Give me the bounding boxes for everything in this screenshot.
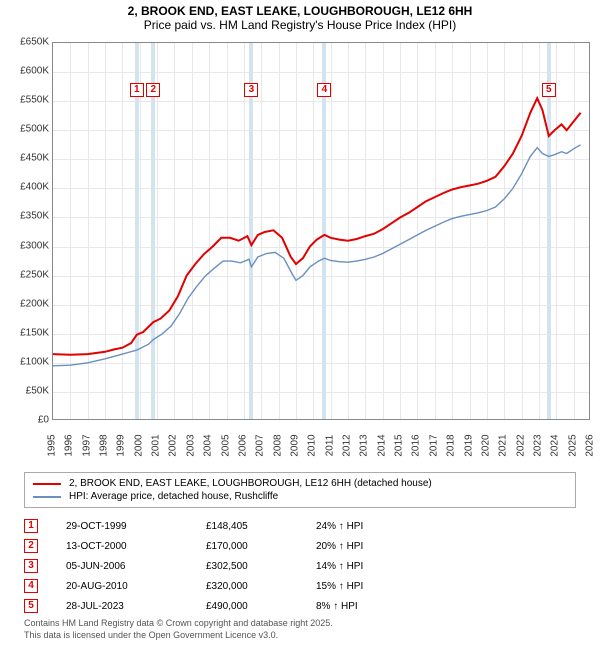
legend-item: HPI: Average price, detached house, Rush… xyxy=(33,490,567,503)
x-axis-label: 2021 xyxy=(498,434,509,456)
legend: 2, BROOK END, EAST LEAKE, LOUGHBOROUGH, … xyxy=(24,472,576,508)
x-axis-label: 2007 xyxy=(255,434,266,456)
sale-marker-1: 1 xyxy=(130,83,144,97)
x-axis-label: 1996 xyxy=(64,434,75,456)
legend-swatch xyxy=(33,496,61,498)
x-axis-label: 2002 xyxy=(168,434,179,456)
y-axis-label: £650K xyxy=(20,37,49,48)
series-property xyxy=(53,98,581,355)
x-axis-label: 2022 xyxy=(515,434,526,456)
chart-title-block: 2, BROOK END, EAST LEAKE, LOUGHBOROUGH, … xyxy=(0,0,600,34)
legend-label: HPI: Average price, detached house, Rush… xyxy=(69,491,278,502)
y-axis-label: £600K xyxy=(20,66,49,77)
sale-row-price: £490,000 xyxy=(206,601,316,612)
x-axis-label: 2012 xyxy=(342,434,353,456)
x-axis-label: 2010 xyxy=(307,434,318,456)
sale-row-diff: 15% ↑ HPI xyxy=(316,581,576,592)
sale-row-price: £320,000 xyxy=(206,581,316,592)
sale-marker-4: 4 xyxy=(317,83,331,97)
x-axis-label: 2025 xyxy=(567,434,578,456)
sale-row-marker: 5 xyxy=(24,599,38,613)
x-axis-label: 2024 xyxy=(550,434,561,456)
sale-row-marker: 2 xyxy=(24,539,38,553)
x-axis-label: 2013 xyxy=(359,434,370,456)
x-axis-label: 2000 xyxy=(133,434,144,456)
sale-row-diff: 20% ↑ HPI xyxy=(316,541,576,552)
footer-attribution: Contains HM Land Registry data © Crown c… xyxy=(24,618,576,641)
line-chart: 12 3 4 5 xyxy=(52,42,590,420)
y-axis-label: £300K xyxy=(20,240,49,251)
y-axis-label: £500K xyxy=(20,124,49,135)
sale-row-marker: 3 xyxy=(24,559,38,573)
x-axis-label: 2006 xyxy=(237,434,248,456)
sale-row-diff: 14% ↑ HPI xyxy=(316,561,576,572)
sale-row-marker: 1 xyxy=(24,519,38,533)
x-axis-label: 2005 xyxy=(220,434,231,456)
chart-lines xyxy=(53,43,591,421)
legend-swatch xyxy=(33,483,61,485)
y-axis-label: £550K xyxy=(20,95,49,106)
x-axis-label: 2018 xyxy=(446,434,457,456)
sale-row-date: 13-OCT-2000 xyxy=(66,541,206,552)
y-axis-label: £350K xyxy=(20,211,49,222)
x-axis-label: 2004 xyxy=(203,434,214,456)
sale-row-diff: 8% ↑ HPI xyxy=(316,601,576,612)
sale-row-date: 20-AUG-2010 xyxy=(66,581,206,592)
y-axis-label: £150K xyxy=(20,327,49,338)
sales-table: 1 29-OCT-1999£148,40524% ↑ HPI 2 13-OCT-200… xyxy=(24,516,576,616)
y-axis-label: £50K xyxy=(26,385,49,396)
x-axis-label: 2009 xyxy=(289,434,300,456)
legend-item: 2, BROOK END, EAST LEAKE, LOUGHBOROUGH, … xyxy=(33,477,567,490)
chart-title-address: 2, BROOK END, EAST LEAKE, LOUGHBOROUGH, … xyxy=(0,4,600,18)
x-axis-label: 2017 xyxy=(428,434,439,456)
footer-line-2: This data is licensed under the Open Gov… xyxy=(24,630,576,642)
x-axis-label: 1999 xyxy=(116,434,127,456)
y-axis-label: £0 xyxy=(38,415,49,426)
x-axis-label: 2014 xyxy=(376,434,387,456)
x-axis-label: 2020 xyxy=(480,434,491,456)
sale-row-price: £302,500 xyxy=(206,561,316,572)
sale-marker-5: 5 xyxy=(542,83,556,97)
footer-line-1: Contains HM Land Registry data © Crown c… xyxy=(24,618,576,630)
sale-row: 5 28-JUL-2023£490,0008% ↑ HPI xyxy=(24,596,576,616)
legend-label: 2, BROOK END, EAST LEAKE, LOUGHBOROUGH, … xyxy=(69,478,432,489)
sale-row: 3 05-JUN-2006£302,50014% ↑ HPI xyxy=(24,556,576,576)
sale-marker-2: 2 xyxy=(146,83,160,97)
sale-row-date: 28-JUL-2023 xyxy=(66,601,206,612)
x-axis-label: 2019 xyxy=(463,434,474,456)
chart-title-subtitle: Price paid vs. HM Land Registry's House … xyxy=(0,18,600,32)
y-axis-label: £400K xyxy=(20,182,49,193)
x-axis-label: 2011 xyxy=(324,435,335,457)
x-axis-label: 2003 xyxy=(185,434,196,456)
x-axis-label: 2015 xyxy=(394,434,405,456)
sale-row: 4 20-AUG-2010£320,00015% ↑ HPI xyxy=(24,576,576,596)
x-axis-label: 2026 xyxy=(585,434,596,456)
x-axis-label: 1995 xyxy=(47,434,58,456)
x-axis-label: 2001 xyxy=(151,434,162,456)
y-axis-label: £200K xyxy=(20,298,49,309)
y-axis-label: £450K xyxy=(20,153,49,164)
sale-row-price: £170,000 xyxy=(206,541,316,552)
sale-row-marker: 4 xyxy=(24,579,38,593)
sale-row-price: £148,405 xyxy=(206,521,316,532)
sale-row-date: 05-JUN-2006 xyxy=(66,561,206,572)
x-axis-label: 1998 xyxy=(99,434,110,456)
x-axis-label: 2023 xyxy=(532,434,543,456)
sale-marker-3: 3 xyxy=(244,83,258,97)
sale-row: 1 29-OCT-1999£148,40524% ↑ HPI xyxy=(24,516,576,536)
y-axis-label: £250K xyxy=(20,269,49,280)
sale-row-diff: 24% ↑ HPI xyxy=(316,521,576,532)
series-hpi xyxy=(53,145,581,366)
x-axis-label: 2016 xyxy=(411,434,422,456)
sale-row: 2 13-OCT-2000£170,00020% ↑ HPI xyxy=(24,536,576,556)
x-axis-label: 1997 xyxy=(81,434,92,456)
x-axis-label: 2008 xyxy=(272,434,283,456)
y-axis-label: £100K xyxy=(20,356,49,367)
sale-row-date: 29-OCT-1999 xyxy=(66,521,206,532)
